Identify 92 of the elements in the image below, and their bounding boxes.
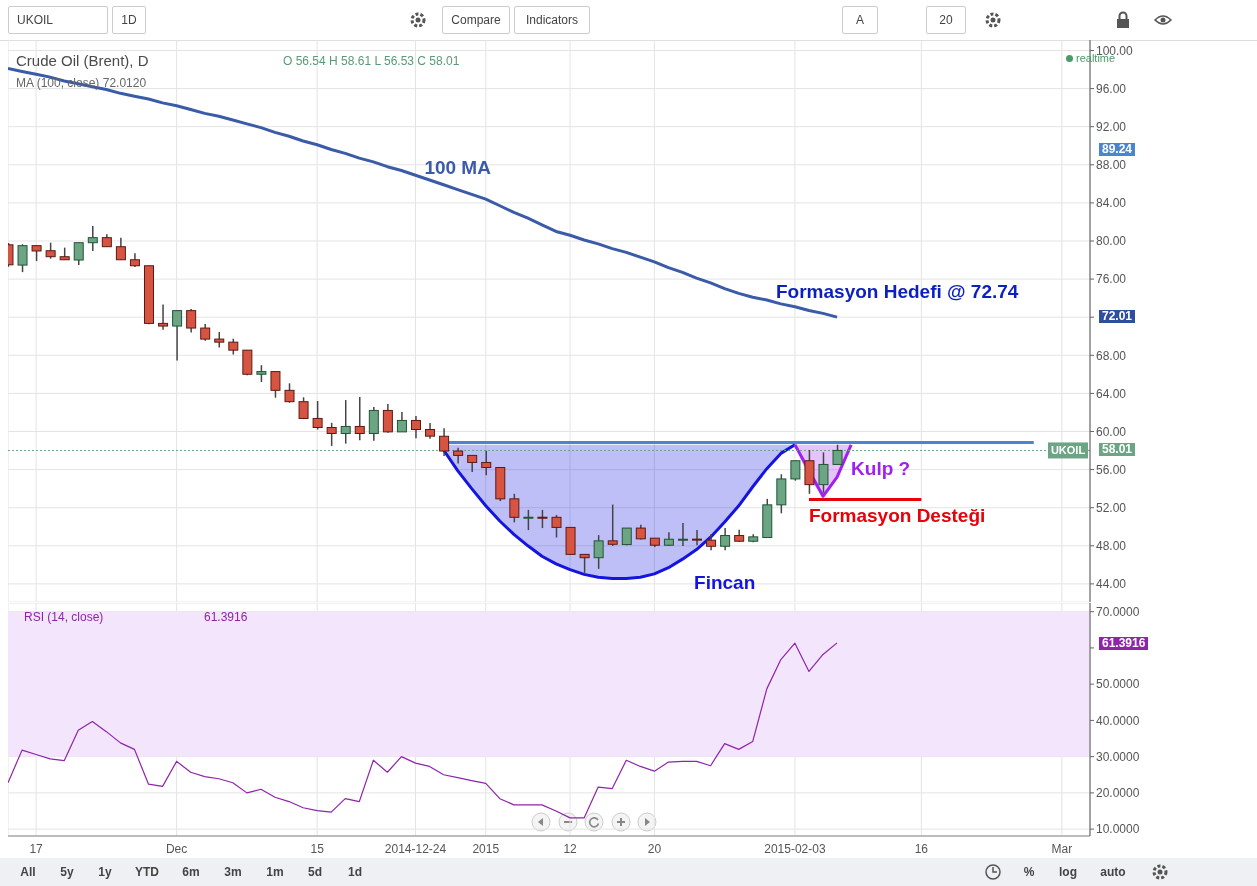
candlestick bbox=[17, 243, 28, 273]
candlestick bbox=[607, 503, 618, 547]
y-tick-label: 88.00 bbox=[1096, 158, 1127, 173]
y-tick-label: 40.0000 bbox=[1096, 713, 1140, 728]
x-tick-label: 2015-02-03 bbox=[764, 841, 826, 856]
candlestick bbox=[523, 509, 534, 531]
text: 1D bbox=[112, 6, 146, 34]
y-tick-label: 92.00 bbox=[1096, 119, 1127, 134]
candlestick bbox=[382, 403, 393, 434]
y-tick-label: 20.0000 bbox=[1096, 786, 1140, 801]
text: All bbox=[19, 864, 37, 881]
candlestick bbox=[326, 422, 337, 447]
text: UKOIL bbox=[8, 6, 108, 34]
text: 72.01 bbox=[1099, 309, 1136, 323]
series-label: 100 MA bbox=[424, 156, 492, 178]
candlestick bbox=[284, 382, 295, 404]
candlestick bbox=[410, 415, 421, 439]
candlestick bbox=[270, 370, 281, 399]
x-tick-label: 2014-12-24 bbox=[384, 841, 447, 856]
annotation: O 56.54 H 58.61 L 56.53 C 58.01 bbox=[283, 54, 460, 68]
annotation: 61.3916 bbox=[204, 610, 248, 624]
text: 20 bbox=[926, 6, 966, 34]
candlestick bbox=[172, 309, 183, 362]
series-label: Fincan bbox=[694, 571, 756, 593]
candlestick bbox=[677, 522, 688, 547]
text: A bbox=[842, 6, 878, 34]
y-tick-label: 48.00 bbox=[1096, 539, 1127, 554]
y-tick-label: 52.00 bbox=[1096, 500, 1127, 515]
y-tick-label: 84.00 bbox=[1096, 196, 1127, 211]
candlestick bbox=[354, 396, 365, 441]
y-tick-label: 80.00 bbox=[1096, 234, 1127, 249]
candlestick bbox=[537, 509, 548, 529]
text: % bbox=[1022, 864, 1036, 881]
series-label: Kulp ? bbox=[851, 457, 911, 479]
x-tick-label: 2015 bbox=[472, 841, 500, 856]
y-tick-label: 44.00 bbox=[1096, 577, 1127, 592]
text: 6m bbox=[181, 864, 201, 881]
candlestick bbox=[790, 459, 801, 482]
x-tick-label: 16 bbox=[914, 841, 929, 856]
candlestick bbox=[396, 411, 407, 433]
y-tick-label: 50.0000 bbox=[1096, 677, 1140, 692]
y-tick-label: 70.0000 bbox=[1096, 604, 1140, 619]
text: 1y bbox=[97, 864, 113, 881]
text: 1m bbox=[265, 864, 285, 881]
candlestick bbox=[509, 493, 520, 524]
x-tick-label: 17 bbox=[29, 841, 44, 856]
candlestick bbox=[720, 527, 731, 552]
y-tick-label: 96.00 bbox=[1096, 81, 1127, 96]
y-tick-label: 56.00 bbox=[1096, 462, 1127, 477]
text: 5y bbox=[59, 864, 75, 881]
candlestick bbox=[818, 451, 829, 494]
text: 58.01 bbox=[1099, 442, 1136, 456]
y-tick-label: 76.00 bbox=[1096, 272, 1127, 287]
y-tick-label: 60.00 bbox=[1096, 424, 1127, 439]
text: 89.24 bbox=[1099, 142, 1136, 156]
candlestick bbox=[340, 399, 351, 445]
y-tick-label: 30.0000 bbox=[1096, 749, 1140, 764]
y-tick-label: 10.0000 bbox=[1096, 822, 1140, 837]
candlestick bbox=[73, 241, 84, 266]
candlestick bbox=[551, 514, 562, 539]
text: Indicators bbox=[514, 6, 590, 34]
x-tick-label: 15 bbox=[310, 841, 325, 856]
x-tick-label: 12 bbox=[563, 841, 578, 856]
text: 5d bbox=[307, 864, 323, 881]
text: RSI (14, close) bbox=[24, 610, 104, 624]
text: auto bbox=[1099, 864, 1127, 881]
candlestick bbox=[481, 449, 492, 476]
candlestick bbox=[579, 553, 590, 574]
x-tick-label: Dec bbox=[165, 841, 188, 856]
annotation: Formasyon Hedefi @ 72.74 bbox=[776, 281, 1019, 303]
text: log bbox=[1058, 864, 1078, 881]
ref-line-label: UKOIL bbox=[1050, 444, 1086, 457]
candlestick bbox=[593, 534, 604, 570]
candlestick bbox=[692, 529, 703, 546]
candlestick bbox=[87, 225, 98, 252]
x-tick-label: 20 bbox=[647, 841, 662, 856]
text: 61.3916 bbox=[1099, 636, 1149, 650]
y-tick-label: 64.00 bbox=[1096, 386, 1127, 401]
x-tick-label: Mar bbox=[1051, 841, 1073, 856]
text: 3m bbox=[223, 864, 243, 881]
y-tick-label: 68.00 bbox=[1096, 348, 1127, 363]
candlestick bbox=[804, 449, 815, 495]
candlestick bbox=[186, 308, 197, 334]
candlestick bbox=[158, 303, 169, 331]
candlestick bbox=[439, 427, 450, 457]
text: 1d bbox=[347, 864, 363, 881]
text: Compare bbox=[442, 6, 510, 34]
text: YTD bbox=[134, 864, 160, 881]
candlestick bbox=[312, 400, 323, 431]
candlestick bbox=[368, 406, 379, 442]
text: Crude Oil (Brent), D bbox=[16, 52, 149, 69]
series-label: Formasyon Desteği bbox=[808, 504, 986, 526]
